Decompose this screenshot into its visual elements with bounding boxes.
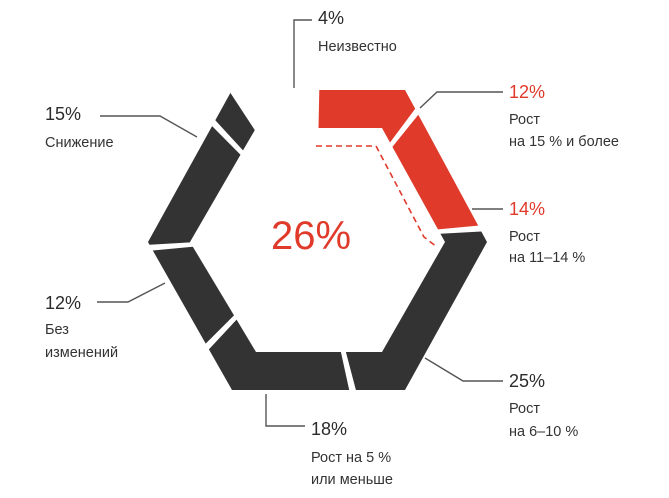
slice-4: [345, 231, 487, 390]
slice-1: [215, 92, 255, 151]
leader-line-5: [265, 394, 305, 427]
slice-value-label-1: 4%: [318, 8, 344, 28]
leader-line-7: [100, 115, 198, 138]
slice-category-label-5-1: Рост на 5 %: [311, 450, 391, 466]
slice-category-label-6-1: Без: [45, 322, 69, 338]
slice-3: [392, 114, 479, 230]
highlight-dashed-outline: [316, 145, 438, 248]
slice-category-label-7-1: Снижение: [45, 135, 114, 151]
leader-line-6: [97, 282, 166, 303]
center-value: 26%: [271, 214, 351, 258]
slice-value-label-2: 12%: [509, 82, 545, 102]
slice-value-label-6: 12%: [45, 293, 81, 313]
slice-category-label-3-2: на 11–14 %: [509, 250, 585, 266]
slice-2: [318, 90, 416, 143]
slice-category-label-5-2: или меньше: [311, 472, 393, 488]
slice-value-label-7: 15%: [45, 104, 81, 124]
slice-5: [208, 319, 350, 390]
slice-category-label-1-1: Неизвестно: [318, 39, 397, 55]
slice-category-label-6-2: изменений: [45, 345, 118, 361]
leader-line-2: [419, 91, 503, 109]
slice-6: [152, 246, 234, 344]
slice-category-label-3-1: Рост: [509, 229, 540, 245]
slice-category-label-2-1: Рост: [509, 112, 540, 128]
slice-category-label-4-1: Рост: [509, 401, 540, 417]
leader-line-4: [424, 357, 503, 382]
slice-category-label-2-2: на 15 % и более: [509, 134, 619, 150]
slice-7: [148, 126, 241, 245]
leader-line-1: [293, 19, 312, 88]
slice-value-label-3: 14%: [509, 199, 545, 219]
slice-value-label-5: 18%: [311, 419, 347, 439]
slice-value-label-4: 25%: [509, 371, 545, 391]
slice-category-label-4-2: на 6–10 %: [509, 424, 578, 440]
